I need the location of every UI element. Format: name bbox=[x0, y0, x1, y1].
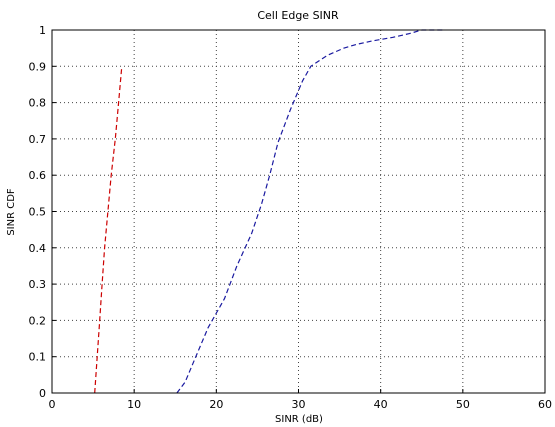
x-tick-label: 20 bbox=[209, 398, 223, 411]
y-tick-label: 1 bbox=[39, 24, 46, 37]
x-tick-label: 10 bbox=[127, 398, 141, 411]
series-line-2 bbox=[176, 29, 443, 394]
y-tick-label: 0.7 bbox=[29, 133, 47, 146]
grid bbox=[52, 30, 545, 393]
y-tick-label: 0.3 bbox=[29, 278, 47, 291]
y-tick-label: 0 bbox=[39, 387, 46, 400]
chart-title: Cell Edge SINR bbox=[257, 9, 339, 22]
y-axis-label: SINR CDF bbox=[6, 188, 17, 236]
x-axis-label: SINR (dB) bbox=[275, 414, 323, 425]
x-tick-label: 30 bbox=[292, 398, 306, 411]
series-layer bbox=[94, 29, 443, 394]
y-tick-label: 0.4 bbox=[29, 242, 47, 255]
x-tick-label: 50 bbox=[456, 398, 470, 411]
ticks: 0 10 20 30 40 50 60 0 0.1 0.2 0.3 0.4 0.5 0.6 0.7 0.8 0.… bbox=[29, 24, 553, 411]
x-tick-label: 40 bbox=[374, 398, 388, 411]
x-tick-label: 0 bbox=[49, 398, 56, 411]
y-tick-label: 0.9 bbox=[29, 60, 47, 73]
x-tick-label: 60 bbox=[538, 398, 552, 411]
series-line-1 bbox=[94, 66, 123, 394]
y-tick-label: 0.8 bbox=[29, 97, 47, 110]
y-tick-label: 0.2 bbox=[29, 314, 47, 327]
y-tick-label: 0.1 bbox=[29, 351, 47, 364]
y-tick-label: 0.5 bbox=[29, 206, 47, 219]
y-tick-label: 0.6 bbox=[29, 169, 47, 182]
